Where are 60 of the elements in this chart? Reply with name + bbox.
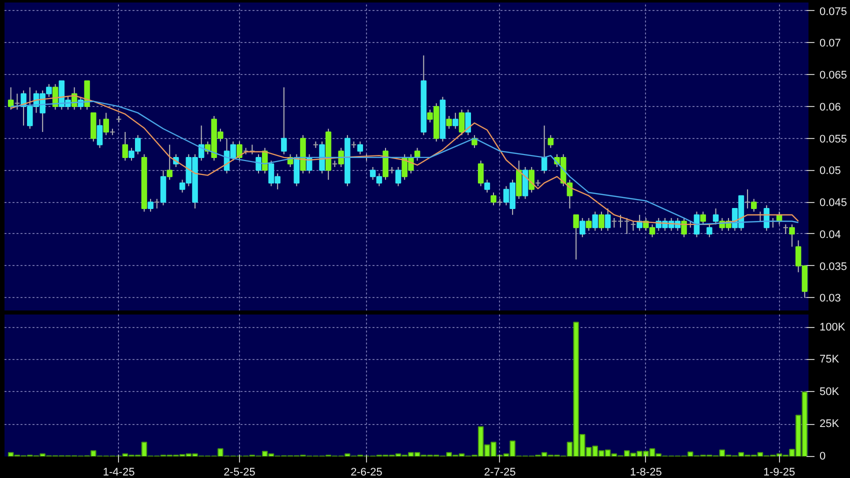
y-tick-label: 0.04 bbox=[820, 228, 841, 241]
candlestick bbox=[782, 224, 789, 234]
candlestick bbox=[478, 160, 484, 187]
candlestick bbox=[236, 141, 242, 162]
y-tick-label: 25K bbox=[820, 418, 840, 430]
candlestick bbox=[484, 179, 490, 194]
candlestick bbox=[548, 134, 554, 148]
y-tick-label: 0.07 bbox=[820, 38, 841, 50]
x-tick-label: 1-4-25 bbox=[102, 466, 135, 478]
candlestick bbox=[154, 198, 160, 209]
candlestick bbox=[598, 211, 604, 232]
candlestick bbox=[452, 112, 458, 130]
y-tick-label: 0.075 bbox=[820, 6, 848, 18]
candlestick bbox=[122, 131, 128, 162]
x-tick-label: 1-9-25 bbox=[763, 466, 796, 478]
candlestick bbox=[96, 118, 103, 148]
candlestick bbox=[446, 116, 452, 130]
y-tick-label: 0.065 bbox=[820, 70, 848, 82]
candlestick bbox=[465, 109, 471, 136]
candlestick bbox=[166, 144, 172, 180]
candlestick bbox=[700, 211, 706, 225]
candlestick bbox=[712, 208, 719, 225]
y-tick-label: 0.05 bbox=[820, 165, 841, 178]
candlestick bbox=[630, 220, 636, 232]
candlestick bbox=[14, 93, 20, 110]
candlestick bbox=[580, 218, 586, 238]
candlestick bbox=[573, 214, 579, 260]
candlestick bbox=[490, 192, 496, 206]
candlestick bbox=[592, 211, 598, 232]
y-tick-label: 0.045 bbox=[820, 197, 848, 210]
x-tick-label: 2-7-25 bbox=[484, 466, 516, 478]
candlestick bbox=[681, 218, 687, 238]
candlestick bbox=[148, 198, 154, 212]
candlestick bbox=[706, 224, 712, 238]
candlestick bbox=[604, 208, 611, 232]
y-tick-label: 0 bbox=[820, 450, 826, 462]
candlestick bbox=[458, 109, 465, 136]
y-tick-label: 75K bbox=[820, 354, 840, 366]
y-tick-label: 100K bbox=[820, 321, 846, 334]
candlestick bbox=[338, 147, 344, 168]
candlestick bbox=[357, 141, 364, 155]
y-tick-label: 0.06 bbox=[820, 101, 841, 114]
candlestick bbox=[103, 112, 109, 136]
x-tick-label: 1-8-25 bbox=[630, 466, 662, 478]
candlestick bbox=[281, 86, 287, 155]
y-tick-label: 50K bbox=[820, 386, 840, 398]
y-tick-label: 0.055 bbox=[820, 133, 848, 146]
candlestick bbox=[744, 188, 750, 209]
candlestick bbox=[395, 166, 402, 187]
y-tick-label: 0.03 bbox=[820, 292, 841, 305]
candlestick bbox=[586, 218, 592, 232]
candlestick bbox=[789, 224, 795, 248]
candlestick bbox=[528, 166, 534, 194]
candlestick bbox=[8, 86, 14, 110]
candlestick bbox=[751, 198, 757, 212]
x-tick-label: 2-6-25 bbox=[350, 466, 382, 478]
candlestick bbox=[256, 154, 262, 174]
y-tick-label: 0.035 bbox=[820, 260, 848, 273]
x-tick-label: 2-5-25 bbox=[224, 466, 256, 478]
candlestick bbox=[249, 144, 256, 155]
